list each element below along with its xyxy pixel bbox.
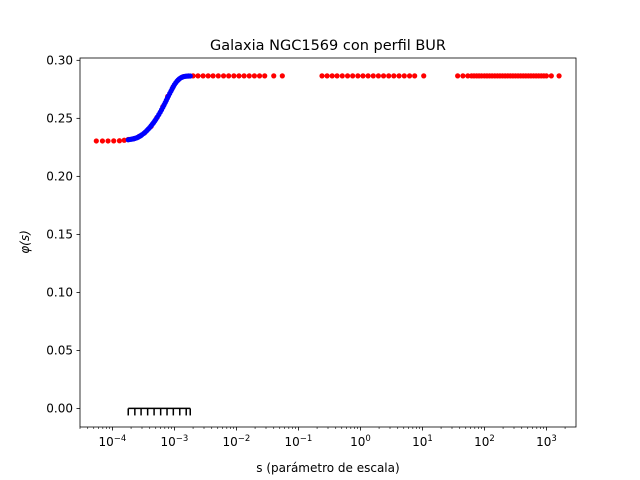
series-0-point-33 xyxy=(271,73,277,79)
series-1 xyxy=(125,73,193,143)
series-0-point-46 xyxy=(375,73,381,79)
y-tick-label-4: 0.20 xyxy=(46,170,73,184)
plot-frame xyxy=(79,57,577,428)
series-0-point-22 xyxy=(210,73,216,79)
chart-title: Galaxia NGC1569 con perfil BUR xyxy=(210,38,446,54)
series-0-point-26 xyxy=(231,73,237,79)
y-tick-label-0: 0.00 xyxy=(46,402,73,416)
series-0-point-88 xyxy=(548,73,554,79)
plot-area xyxy=(80,58,576,427)
series-0-point-42 xyxy=(355,73,361,79)
series-0-point-25 xyxy=(226,73,232,79)
series-0-point-38 xyxy=(334,73,340,79)
series-0-point-19 xyxy=(195,73,201,79)
x-tick-label-7: 103 xyxy=(536,434,557,449)
series-0-point-48 xyxy=(386,73,392,79)
series-1-point-49 xyxy=(187,73,193,79)
series-0-point-27 xyxy=(236,73,242,79)
series-0-point-34 xyxy=(279,73,285,79)
x-tick-label-1: 10−3 xyxy=(161,434,189,449)
y-tick-label-5: 0.25 xyxy=(46,112,73,126)
x-ticks: 10−4 10−3 10−2 10−1 100 101 102 103 xyxy=(79,427,566,449)
series-0-point-47 xyxy=(380,73,387,79)
y-tick-label-3: 0.15 xyxy=(46,228,73,242)
series-0-point-31 xyxy=(256,73,263,79)
x-tick-label-3: 10−1 xyxy=(285,434,313,449)
series-0-point-56 xyxy=(460,73,466,79)
series-0-point-44 xyxy=(365,73,371,79)
series-0-point-89 xyxy=(556,73,562,79)
x-tick-label-5: 101 xyxy=(412,434,433,449)
series-0-point-50 xyxy=(396,73,402,79)
series-0-point-24 xyxy=(220,73,227,79)
series-0-point-1 xyxy=(99,138,106,144)
series-0-point-0 xyxy=(93,138,99,144)
series-0-point-3 xyxy=(111,138,117,144)
series-0-point-41 xyxy=(350,73,356,79)
series-0-point-20 xyxy=(200,73,206,79)
series-0-point-23 xyxy=(215,73,221,79)
series-0-point-39 xyxy=(339,73,345,79)
series-0-point-52 xyxy=(406,73,413,79)
series-0-point-30 xyxy=(251,73,257,79)
series-0-point-55 xyxy=(455,73,461,79)
series-0-point-51 xyxy=(401,73,407,79)
series-0-point-32 xyxy=(262,73,268,79)
series-0-point-28 xyxy=(241,73,247,79)
series-0-point-43 xyxy=(360,73,366,79)
series-0-point-2 xyxy=(105,138,111,144)
y-ticks: 0.00 0.05 0.10 0.15 0.20 0.25 0.30 xyxy=(46,54,80,416)
series-0-point-36 xyxy=(324,73,330,79)
series-0-point-5 xyxy=(121,137,127,143)
rug-layer xyxy=(127,407,191,416)
series-0-point-4 xyxy=(116,138,123,144)
y-tick-label-6: 0.30 xyxy=(46,54,73,68)
marks-layer xyxy=(93,73,562,144)
series-0-point-45 xyxy=(370,73,376,79)
series-0-point-49 xyxy=(391,73,397,79)
series-0-point-87 xyxy=(543,73,550,79)
x-tick-label-6: 102 xyxy=(474,434,495,449)
series-0-point-40 xyxy=(344,73,351,79)
y-axis-label: φ(s) xyxy=(18,230,32,254)
series-0-point-37 xyxy=(329,73,335,79)
y-tick-label-1: 0.05 xyxy=(46,344,73,358)
series-0-point-29 xyxy=(246,73,252,79)
series-0-point-21 xyxy=(205,73,211,79)
x-tick-label-0: 10−4 xyxy=(99,434,127,449)
series-0-point-57 xyxy=(465,73,471,79)
series-0-point-54 xyxy=(421,73,427,79)
y-tick-label-2: 0.10 xyxy=(46,286,73,300)
x-axis-label: s (parámetro de escala) xyxy=(256,461,399,475)
series-0-point-53 xyxy=(412,73,418,79)
series-0-point-35 xyxy=(319,73,325,79)
x-tick-label-2: 10−2 xyxy=(223,434,251,449)
x-tick-label-4: 100 xyxy=(350,434,371,449)
